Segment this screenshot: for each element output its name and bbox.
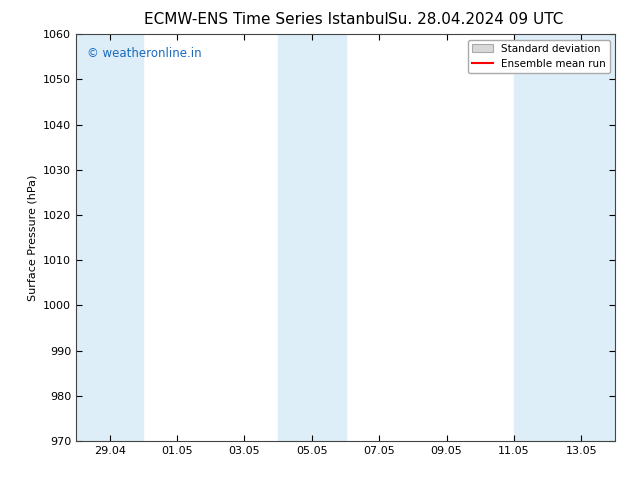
Y-axis label: Surface Pressure (hPa): Surface Pressure (hPa) [27, 174, 37, 301]
Legend: Standard deviation, Ensemble mean run: Standard deviation, Ensemble mean run [467, 40, 610, 73]
Bar [76, 34, 143, 441]
Text: © weatheronline.in: © weatheronline.in [87, 47, 202, 59]
Bar [278, 34, 312, 441]
Text: Su. 28.04.2024 09 UTC: Su. 28.04.2024 09 UTC [388, 12, 563, 27]
Bar [312, 34, 346, 441]
Bar [514, 34, 548, 441]
Text: ECMW-ENS Time Series Istanbul: ECMW-ENS Time Series Istanbul [144, 12, 389, 27]
Bar [548, 34, 615, 441]
